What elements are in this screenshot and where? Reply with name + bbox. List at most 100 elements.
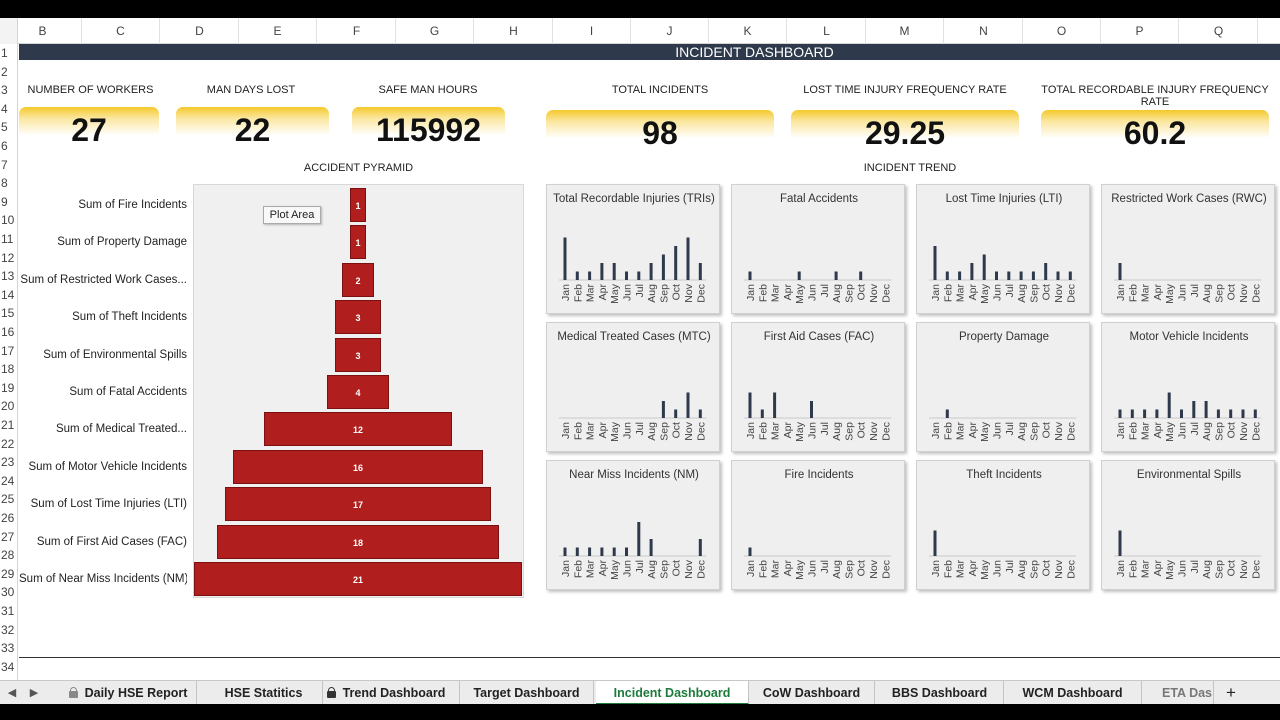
column-header[interactable]: N bbox=[945, 18, 1023, 44]
trend-chart-card[interactable]: Motor Vehicle Incidents Jan Feb Mar Apr May Ju… bbox=[1101, 322, 1275, 452]
row-header[interactable]: 22 bbox=[1, 436, 15, 451]
column-header[interactable]: L bbox=[788, 18, 866, 44]
pyramid-bar[interactable]: 16 bbox=[233, 449, 483, 484]
month-tick-label: Mar bbox=[585, 284, 597, 303]
sheet-tab[interactable]: HSE Statitics bbox=[205, 681, 323, 705]
month-tick-label: Dec bbox=[1250, 284, 1262, 303]
trend-chart-card[interactable]: Near Miss Incidents (NM) Jan Feb Mar Apr May J… bbox=[546, 460, 720, 590]
row-header[interactable]: 7 bbox=[1, 157, 8, 172]
row-header[interactable]: 5 bbox=[1, 120, 8, 135]
row-header[interactable]: 25 bbox=[1, 492, 15, 507]
row-header[interactable]: 23 bbox=[1, 455, 15, 470]
column-header[interactable]: C bbox=[82, 18, 160, 44]
row-header[interactable]: 10 bbox=[1, 213, 15, 228]
trend-chart-card[interactable]: Theft Incidents Jan Feb Mar Apr May Jun Jul Aug S… bbox=[916, 460, 1090, 590]
column-header[interactable]: G bbox=[396, 18, 474, 44]
column-header[interactable]: O bbox=[1023, 18, 1101, 44]
month-tick-label: Oct bbox=[671, 284, 683, 300]
prev-sheet-button[interactable]: ◀ bbox=[7, 687, 17, 699]
trend-chart-card[interactable]: Property Damage Jan Feb Mar Apr May Jun Jul Aug S… bbox=[916, 322, 1090, 452]
sheet-tab[interactable]: WCM Dashboard bbox=[1004, 681, 1142, 705]
column-header[interactable]: I bbox=[553, 18, 631, 44]
pyramid-bar[interactable]: 21 bbox=[194, 562, 522, 596]
month-tick-label: Dec bbox=[880, 560, 892, 579]
month-tick-label: Jan bbox=[745, 560, 757, 577]
row-header[interactable]: 18 bbox=[1, 362, 15, 377]
row-header[interactable]: 3 bbox=[1, 83, 8, 98]
row-header[interactable]: 14 bbox=[1, 287, 15, 302]
row-header[interactable]: 24 bbox=[1, 473, 15, 488]
kpi-label: MAN DAYS LOST bbox=[206, 84, 296, 96]
trend-chart-card[interactable]: Medical Treated Cases (MTC) Jan Feb Mar Apr M… bbox=[546, 322, 720, 452]
pyramid-category-label: Sum of Property Damage bbox=[57, 236, 187, 249]
trend-chart-card[interactable]: Restricted Work Cases (RWC) Jan Feb Mar Apr M… bbox=[1101, 184, 1275, 314]
trend-bar bbox=[1056, 271, 1060, 280]
row-header[interactable]: 29 bbox=[1, 566, 15, 581]
month-tick-label: Jul bbox=[1189, 422, 1201, 435]
row-header[interactable]: 20 bbox=[1, 399, 15, 414]
sheet-tab[interactable]: Daily HSE Report bbox=[60, 681, 197, 705]
row-header[interactable]: 13 bbox=[1, 269, 15, 284]
sheet-tab[interactable]: CoW Dashboard bbox=[749, 681, 875, 705]
sheet-tab[interactable]: Incident Dashboard bbox=[596, 681, 749, 705]
row-header[interactable]: 15 bbox=[1, 306, 15, 321]
column-header[interactable]: M bbox=[866, 18, 944, 44]
row-header[interactable]: 30 bbox=[1, 585, 15, 600]
row-header[interactable]: 21 bbox=[1, 418, 15, 432]
row-header[interactable]: 4 bbox=[1, 101, 8, 116]
trend-chart-card[interactable]: Environmental Spills Jan Feb Mar Apr May Jun Ju… bbox=[1101, 460, 1275, 590]
sheet-tab[interactable]: ETA Das bbox=[1142, 681, 1214, 705]
row-header[interactable]: 26 bbox=[1, 511, 15, 525]
trend-bar bbox=[698, 539, 702, 556]
trend-chart-card[interactable]: Lost Time Injuries (LTI) Jan Feb Mar Apr May J… bbox=[916, 184, 1090, 314]
pyramid-bar[interactable]: 17 bbox=[225, 487, 491, 522]
pyramid-bar[interactable]: 1 bbox=[350, 188, 366, 222]
pyramid-bar[interactable]: 2 bbox=[342, 262, 374, 297]
pyramid-bar[interactable]: 4 bbox=[326, 375, 390, 409]
column-header[interactable]: F bbox=[318, 18, 396, 44]
pyramid-bar[interactable]: 3 bbox=[334, 300, 382, 335]
trend-chart-card[interactable]: Total Recordable Injuries (TRIs) Jan Feb Ma… bbox=[546, 184, 720, 314]
row-header[interactable]: 1 bbox=[1, 46, 8, 60]
column-header[interactable]: P bbox=[1101, 18, 1179, 44]
pyramid-bar[interactable]: 3 bbox=[334, 337, 382, 372]
sheet-tab[interactable]: BBS Dashboard bbox=[876, 681, 1004, 705]
row-header[interactable]: 27 bbox=[1, 529, 15, 544]
column-header[interactable]: Q bbox=[1180, 18, 1258, 44]
column-header[interactable]: B bbox=[4, 18, 82, 44]
trend-chart-card[interactable]: First Aid Cases (FAC) Jan Feb Mar Apr May Jun J… bbox=[731, 322, 905, 452]
pyramid-category-label: Sum of Fatal Accidents bbox=[69, 386, 187, 398]
row-header[interactable]: 6 bbox=[1, 139, 8, 153]
row-header[interactable]: 16 bbox=[1, 325, 15, 339]
pyramid-bar[interactable]: 12 bbox=[264, 412, 452, 447]
month-tick-label: Apr bbox=[782, 560, 794, 577]
column-header[interactable]: E bbox=[239, 18, 317, 44]
pyramid-bar[interactable]: 1 bbox=[350, 225, 366, 260]
column-header[interactable]: H bbox=[475, 18, 553, 44]
column-header[interactable]: K bbox=[709, 18, 787, 44]
row-header[interactable]: 33 bbox=[1, 641, 15, 656]
month-tick-label: May bbox=[794, 421, 806, 442]
select-all-corner[interactable] bbox=[0, 18, 18, 44]
row-header[interactable]: 17 bbox=[1, 343, 15, 358]
add-sheet-button[interactable]: + bbox=[1226, 683, 1236, 702]
row-header[interactable]: 31 bbox=[1, 604, 15, 618]
row-header[interactable]: 2 bbox=[1, 64, 8, 79]
row-header[interactable]: 9 bbox=[1, 194, 8, 209]
row-header[interactable]: 19 bbox=[1, 380, 15, 395]
trend-chart-title: Total Recordable Injuries (TRIs) bbox=[553, 193, 715, 205]
trend-chart-card[interactable]: Fire Incidents Jan Feb Mar Apr May Jun Jul Aug Se… bbox=[731, 460, 905, 590]
next-sheet-button[interactable]: ▶ bbox=[29, 687, 39, 699]
sheet-tab[interactable]: Target Dashboard bbox=[460, 681, 594, 705]
row-header[interactable]: 28 bbox=[1, 548, 15, 563]
sheet-tab[interactable]: Trend Dashboard bbox=[313, 681, 460, 705]
column-header[interactable]: D bbox=[161, 18, 239, 44]
row-header[interactable]: 32 bbox=[1, 622, 15, 637]
row-header[interactable]: 34 bbox=[1, 659, 15, 674]
column-header[interactable]: J bbox=[631, 18, 709, 44]
row-header[interactable]: 12 bbox=[1, 250, 15, 265]
pyramid-bar[interactable]: 18 bbox=[217, 524, 499, 559]
row-header[interactable]: 8 bbox=[1, 176, 8, 191]
trend-chart-card[interactable]: Fatal Accidents Jan Feb Mar Apr May Jun Jul Aug S… bbox=[731, 184, 905, 314]
row-header[interactable]: 11 bbox=[1, 232, 14, 246]
